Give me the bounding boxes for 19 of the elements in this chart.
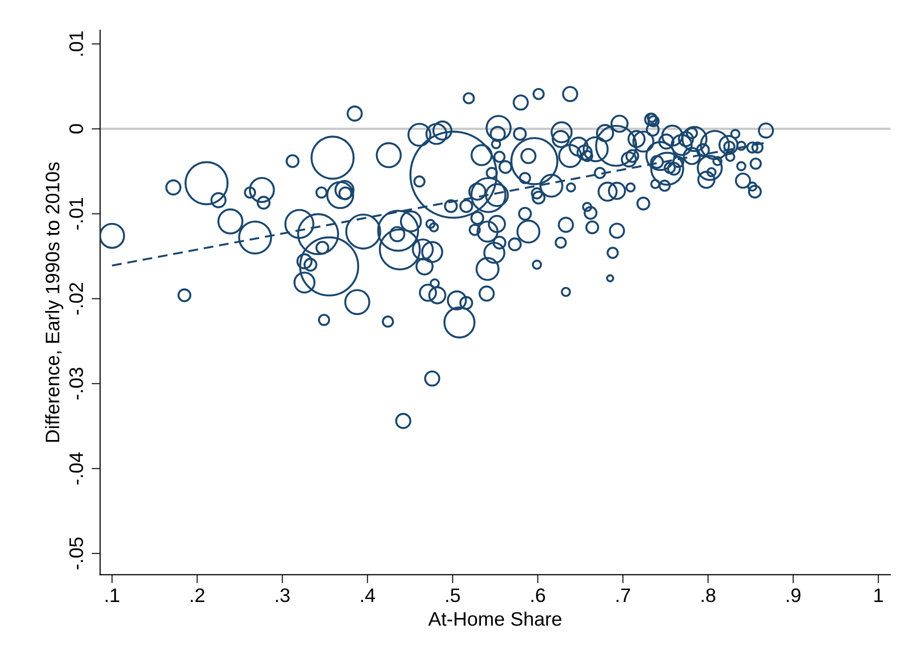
y-tick-label: -.01 — [69, 198, 84, 230]
x-tick-label: .6 — [531, 588, 546, 602]
x-tick-label: .2 — [190, 588, 204, 602]
y-tick-label: -.03 — [69, 368, 84, 400]
x-tick-label: 1 — [874, 588, 883, 602]
y-tick-label: 0 — [69, 124, 84, 134]
x-axis-title: At-Home Share — [428, 612, 562, 626]
x-tick-label: .4 — [361, 588, 376, 602]
x-tick-label: .7 — [616, 588, 630, 602]
x-tick-label: .8 — [702, 588, 716, 602]
y-tick-label: -.02 — [69, 282, 84, 315]
y-tick-label: -.05 — [69, 538, 84, 570]
y-tick-label: .01 — [69, 31, 84, 56]
x-tick-label: .5 — [446, 588, 460, 602]
x-tick-label: .1 — [106, 588, 120, 602]
x-tick-label: .3 — [276, 588, 290, 602]
x-tick-label: .9 — [786, 588, 800, 602]
y-tick-label: -.04 — [69, 452, 84, 484]
y-axis-title: Difference, Early 1990s to 2010s — [45, 162, 64, 442]
